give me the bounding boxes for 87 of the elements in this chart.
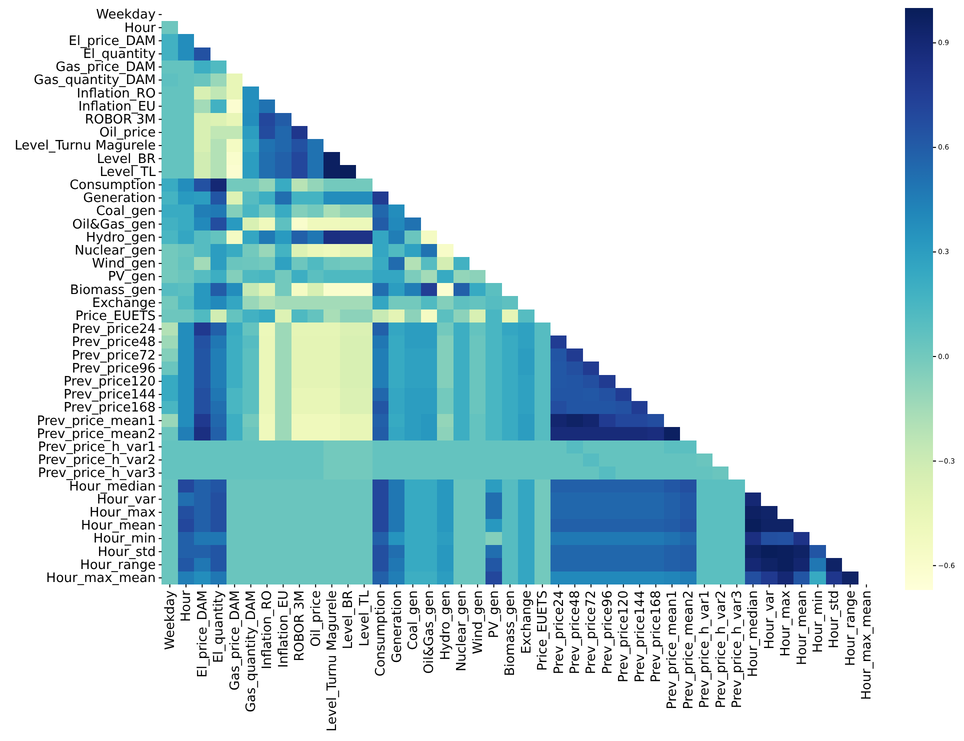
y-tick-label: Prev_price_h_var3 <box>38 466 156 482</box>
y-tick-label: Generation <box>83 191 156 206</box>
y-tick-label: Hour_min <box>93 532 156 547</box>
x-tick-label: Inflation_EU <box>276 590 292 668</box>
x-tick-label: Hour <box>179 590 194 622</box>
x-tick-label: Coal_gen <box>406 590 421 650</box>
y-tick-label: Hour_max <box>90 506 156 521</box>
y-tick-label: El_price_DAM <box>68 34 156 49</box>
x-tick-label: Exchange <box>519 590 534 654</box>
x-tick-label: Oil_price <box>308 590 324 647</box>
y-tick-label: Oil_price <box>99 126 156 141</box>
y-tick-label: Weekday <box>96 8 156 23</box>
x-tick-label: Wind_gen <box>470 590 486 654</box>
y-tick-label: El_quantity <box>83 47 156 62</box>
y-tick-label: Wind_gen <box>92 256 156 272</box>
x-tick-label: Hour_min <box>810 590 826 653</box>
y-tick-label: Hour_range <box>80 558 156 573</box>
x-tick-label: Biomass_gen <box>503 590 518 676</box>
y-tick-label: Biomass_gen <box>70 282 156 298</box>
y-tick-label: Inflation_EU <box>78 99 156 114</box>
x-tick-label: Prev_price72 <box>584 590 600 674</box>
x-tick-label: Hour_median <box>746 590 762 677</box>
x-tick-label: Prev_price_h_var1 <box>698 590 713 708</box>
x-tick-label: Prev_price168 <box>648 590 664 682</box>
y-tick-label: Prev_price120 <box>64 374 156 390</box>
x-tick-label: Price_EUETS <box>536 590 551 671</box>
x-tick-label: Prev_price120 <box>616 590 632 682</box>
y-tick-label: Inflation_RO <box>76 86 156 102</box>
x-tick-label: Prev_price144 <box>632 590 648 682</box>
y-tick-label: Hour_median <box>69 479 156 494</box>
x-tick-label: Prev_price_mean2 <box>681 590 696 710</box>
y-tick-label: Hour_std <box>98 544 156 560</box>
y-tick-label: Gas_price_DAM <box>56 60 156 76</box>
y-tick-label: Prev_price168 <box>64 400 156 416</box>
x-tick-label: Hour_mean <box>794 590 810 666</box>
y-tick-label: Price_EUETS <box>75 309 156 324</box>
x-tick-label: Hour_std <box>827 590 842 648</box>
x-tick-label: Prev_price48 <box>568 590 583 674</box>
x-tick-label: Level_BR <box>341 590 356 650</box>
y-tick-label: Exchange <box>92 296 156 311</box>
y-tick-label: Hour_mean <box>81 518 156 534</box>
x-tick-label: Prev_price96 <box>600 590 616 674</box>
x-tick-label: Prev_price_h_var2 <box>714 590 729 708</box>
x-tick-label: El_quantity <box>212 590 227 663</box>
x-tick-label: Consumption <box>374 590 389 677</box>
y-tick-label: Prev_price48 <box>72 335 156 350</box>
x-tick-label: Hydro_gen <box>438 590 454 660</box>
y-tick-label: PV_gen <box>108 270 156 285</box>
x-tick-label: Prev_price24 <box>552 590 567 674</box>
y-tick-label: Prev_price_mean2 <box>36 426 156 442</box>
y-tick-label: Hour_max_mean <box>46 571 156 586</box>
y-tick-label: Prev_price72 <box>72 348 156 364</box>
y-tick-label: Gas_quantity_DAM <box>34 73 156 88</box>
y-tick-label: Prev_price96 <box>72 361 156 376</box>
y-tick-label: Prev_price24 <box>72 322 156 338</box>
x-tick-label: Level_Turnu Magurele <box>324 590 340 732</box>
x-tick-label: Level_TL <box>357 590 372 646</box>
y-tick-label: Level_Turnu Magurele <box>14 138 156 154</box>
x-tick-label: El_price_DAM <box>195 590 210 678</box>
x-tick-label: Oil&Gas_gen <box>422 590 438 674</box>
y-tick-label: Hydro_gen <box>86 230 156 246</box>
x-tick-label: Gas_price_DAM <box>228 590 243 690</box>
x-tick-label: Hour_range <box>843 590 858 666</box>
y-tick-label: Prev_price_h_var2 <box>38 453 156 468</box>
y-tick-label: Hour_var <box>96 492 156 508</box>
y-tick-label: Prev_price_mean1 <box>36 414 156 429</box>
y-tick-label: Oil&Gas_gen <box>72 217 156 232</box>
y-tick-label: ROBOR 3M <box>84 112 156 128</box>
x-tick-label: Gas_quantity_DAM <box>244 590 259 712</box>
x-tick-label: Hour_var <box>762 590 778 650</box>
y-tick-label: Nuclear_gen <box>74 244 156 259</box>
x-tick-label: Nuclear_gen <box>454 590 470 672</box>
x-tick-label: Prev_price_mean1 <box>665 590 680 710</box>
y-tick-label: Coal_gen <box>96 204 156 220</box>
y-tick-label: Prev_price144 <box>64 388 156 403</box>
x-tick-label: Prev_price_h_var3 <box>730 590 745 708</box>
x-tick-label: PV_gen <box>486 590 502 638</box>
x-tick-label: Generation <box>390 590 405 663</box>
y-tick-label: Hour <box>124 20 156 36</box>
y-tick-label: Prev_price_h_var1 <box>38 440 156 456</box>
y-tick-label: Consumption <box>70 178 156 194</box>
x-tick-label: ROBOR 3M <box>292 590 308 662</box>
x-tick-label: Hour_max_mean <box>860 590 875 700</box>
x-tick-label: Inflation_RO <box>260 590 276 670</box>
y-tick-label: Level_BR <box>96 152 156 167</box>
x-tick-label: Hour_max <box>778 590 794 657</box>
y-tick-label: Level_TL <box>100 164 156 180</box>
